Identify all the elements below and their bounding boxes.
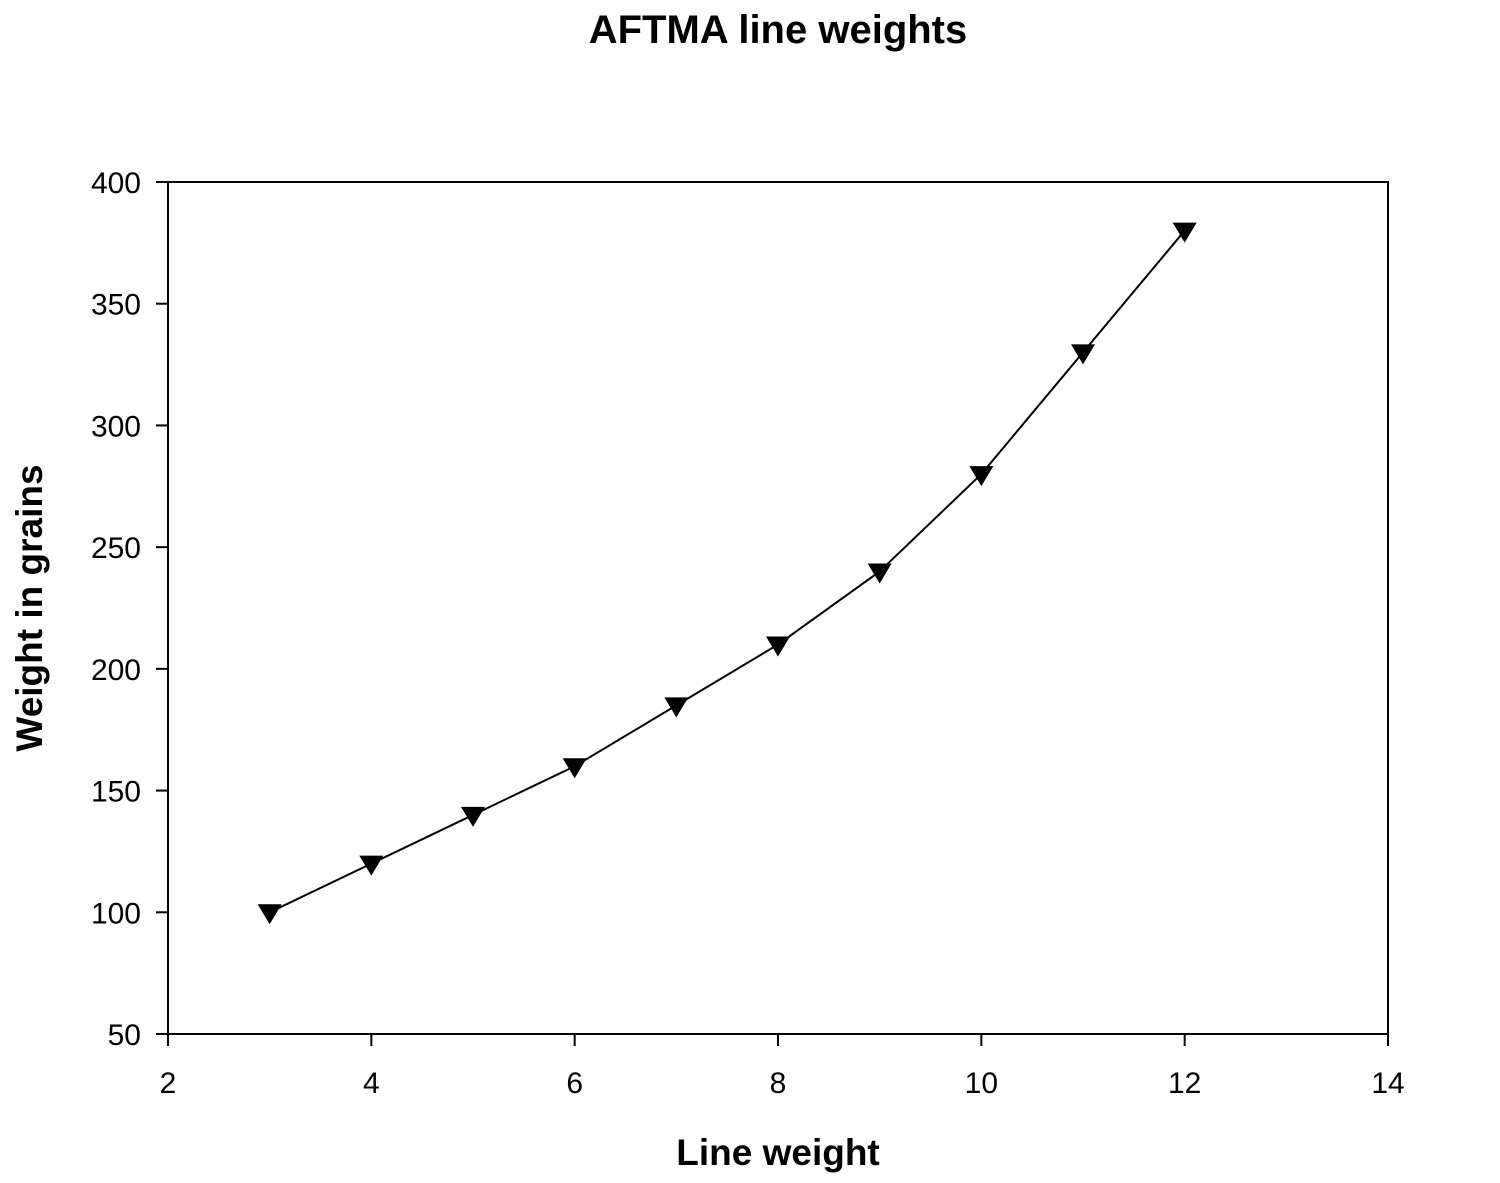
x-tick-label: 2: [160, 1067, 177, 1100]
x-tick-label: 10: [965, 1067, 998, 1100]
y-axis: 50 100 150 200 250 300 350 400: [91, 167, 168, 1052]
x-tick-label: 6: [566, 1067, 583, 1100]
triangle-down-marker-icon: [359, 855, 384, 876]
y-tick-label: 250: [91, 532, 141, 565]
triangle-down-marker-icon: [1071, 344, 1095, 365]
plot-frame: [167, 181, 1389, 1035]
series-line: [269, 230, 1186, 914]
y-tick-label: 50: [108, 1019, 141, 1052]
data-series: [257, 222, 1197, 925]
triangle-down-marker-icon: [461, 806, 485, 827]
triangle-down-marker-icon: [664, 697, 689, 718]
y-tick-label: 100: [91, 897, 141, 930]
plot-border: [167, 181, 1389, 1035]
triangle-down-marker-icon: [1172, 222, 1197, 243]
x-tick-label: 8: [770, 1067, 787, 1100]
x-tick-label: 12: [1168, 1067, 1201, 1100]
triangle-down-marker-icon: [562, 758, 587, 779]
x-tick-label: 4: [363, 1067, 380, 1100]
y-tick-label: 200: [91, 654, 141, 687]
chart-title: AFTMA line weights: [588, 8, 968, 52]
triangle-down-marker-icon: [867, 563, 892, 584]
x-axis-label: Line weight: [676, 1132, 880, 1173]
y-tick-label: 150: [91, 776, 141, 809]
y-tick-label: 350: [91, 289, 141, 322]
triangle-down-marker-icon: [766, 636, 790, 657]
y-tick-label: 400: [91, 167, 141, 200]
triangle-down-marker-icon: [969, 466, 994, 487]
y-tick-label: 300: [91, 410, 141, 443]
x-tick-label: 14: [1371, 1067, 1404, 1100]
x-axis: 2 4 6 8 10 12 14: [160, 1034, 1405, 1100]
triangle-down-marker-icon: [257, 904, 282, 925]
